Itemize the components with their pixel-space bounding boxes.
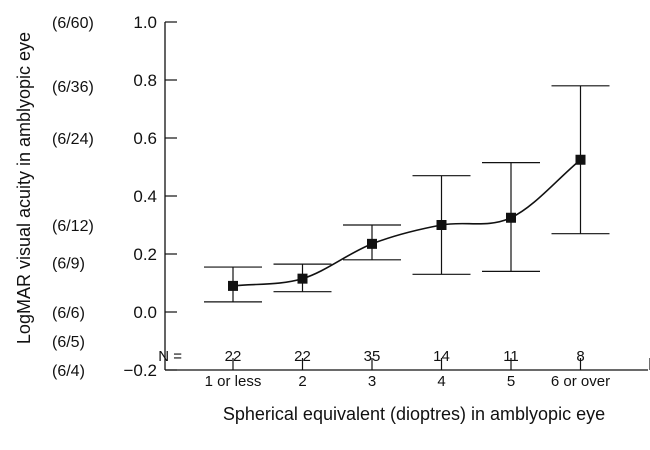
y-tick-label: 1.0 <box>133 13 157 32</box>
y-tick-label: 0.8 <box>133 71 157 90</box>
category-label: 3 <box>368 373 376 390</box>
category-label: 4 <box>437 373 445 390</box>
category-label: 6 or over <box>551 373 610 390</box>
data-point <box>506 212 516 223</box>
axes <box>164 22 648 371</box>
snellen-label: (6/4) <box>52 363 85 380</box>
snellen-label: (6/36) <box>52 79 94 96</box>
data-point <box>297 273 308 284</box>
n-value-label: 8 <box>576 348 584 365</box>
n-value-label: 22 <box>225 348 242 365</box>
data-point <box>436 220 447 230</box>
n-value-label: 35 <box>364 348 381 365</box>
data-point <box>367 238 377 249</box>
snellen-label: (6/60) <box>52 15 94 32</box>
snellen-label: (6/9) <box>52 256 85 273</box>
snellen-labels: (6/60) (6/36) (6/24) (6/12) (6/9) (6/6) (6/5) (… <box>52 15 94 380</box>
category-label: 2 <box>298 373 306 390</box>
y-ticks: −0.2 0.0 0.2 0.4 0.6 0.8 1.0 <box>123 13 177 380</box>
error-bars <box>204 85 610 303</box>
trend-line <box>232 159 582 287</box>
y-tick-label: 0.2 <box>133 245 157 264</box>
n-prefix: N = <box>158 348 182 365</box>
data-point <box>575 154 586 165</box>
data-point <box>228 280 238 291</box>
y-axis-title: LogMAR visual acuity in amblyopic eye <box>14 32 34 344</box>
category-label: 1 or less <box>205 373 262 390</box>
snellen-label: (6/5) <box>52 334 85 351</box>
n-value-label: 22 <box>294 348 311 365</box>
y-tick-label: 0.6 <box>133 129 157 148</box>
n-value-label: 11 <box>503 348 519 365</box>
n-value-label: 14 <box>433 348 450 365</box>
snellen-label: (6/6) <box>52 305 85 322</box>
data-points <box>228 154 586 291</box>
y-tick-label: 0.0 <box>133 303 157 322</box>
x-axis-title: Spherical equivalent (dioptres) in ambly… <box>223 404 605 424</box>
snellen-label: (6/12) <box>52 218 94 235</box>
trend-line-group <box>232 159 582 287</box>
y-tick-label: −0.2 <box>123 361 157 380</box>
y-tick-label: 0.4 <box>133 187 157 206</box>
category-label: 5 <box>507 373 515 390</box>
snellen-label: (6/24) <box>52 131 94 148</box>
